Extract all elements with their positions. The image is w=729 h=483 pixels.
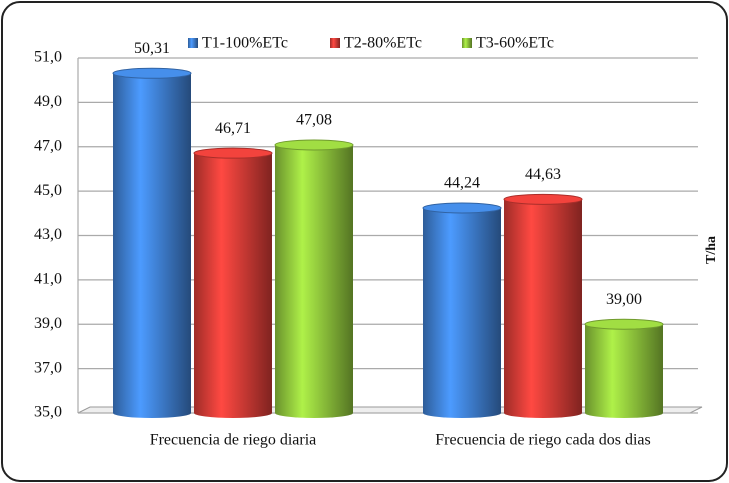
bar bbox=[423, 202, 501, 418]
data-label: 46,71 bbox=[215, 120, 251, 137]
bar-cap bbox=[503, 193, 583, 205]
bar bbox=[113, 68, 191, 418]
y-tick-label: 45,0 bbox=[34, 182, 62, 199]
x-tick-label: Frecuencia de riego cada dos dias bbox=[435, 432, 650, 449]
bar-cap bbox=[584, 318, 664, 330]
y-tick-label: 43,0 bbox=[34, 226, 62, 243]
bar bbox=[275, 139, 353, 418]
bar bbox=[504, 194, 582, 418]
legend-label: T3-60%ETc bbox=[476, 35, 554, 52]
legend-label: T2-80%ETc bbox=[344, 35, 422, 52]
y-tick-label: 35,0 bbox=[34, 404, 62, 421]
bar-cap bbox=[274, 139, 354, 151]
legend-swatch bbox=[188, 38, 198, 48]
bar-cap bbox=[422, 202, 502, 214]
data-label: 44,24 bbox=[444, 175, 480, 192]
x-tick-label: Frecuencia de riego diaria bbox=[150, 432, 317, 449]
data-label: 39,00 bbox=[606, 291, 642, 308]
data-label: 50,31 bbox=[134, 40, 170, 57]
data-label: 47,08 bbox=[296, 112, 332, 129]
y-tick-label: 51,0 bbox=[34, 49, 62, 66]
legend-swatch bbox=[330, 38, 340, 48]
data-label: 44,63 bbox=[525, 166, 561, 183]
y-axis-label: T/ha bbox=[704, 236, 719, 264]
bar bbox=[585, 319, 663, 418]
y-tick-label: 37,0 bbox=[34, 359, 62, 376]
y-tick-label: 39,0 bbox=[34, 315, 62, 332]
y-tick-label: 47,0 bbox=[34, 137, 62, 154]
bar-cap bbox=[112, 67, 192, 79]
bar bbox=[194, 148, 272, 418]
y-tick-label: 49,0 bbox=[34, 93, 62, 110]
bar-cap bbox=[193, 147, 273, 159]
legend-swatch bbox=[462, 38, 472, 48]
legend-label: T1-100%ETc bbox=[202, 35, 288, 52]
y-tick-label: 41,0 bbox=[34, 271, 62, 288]
